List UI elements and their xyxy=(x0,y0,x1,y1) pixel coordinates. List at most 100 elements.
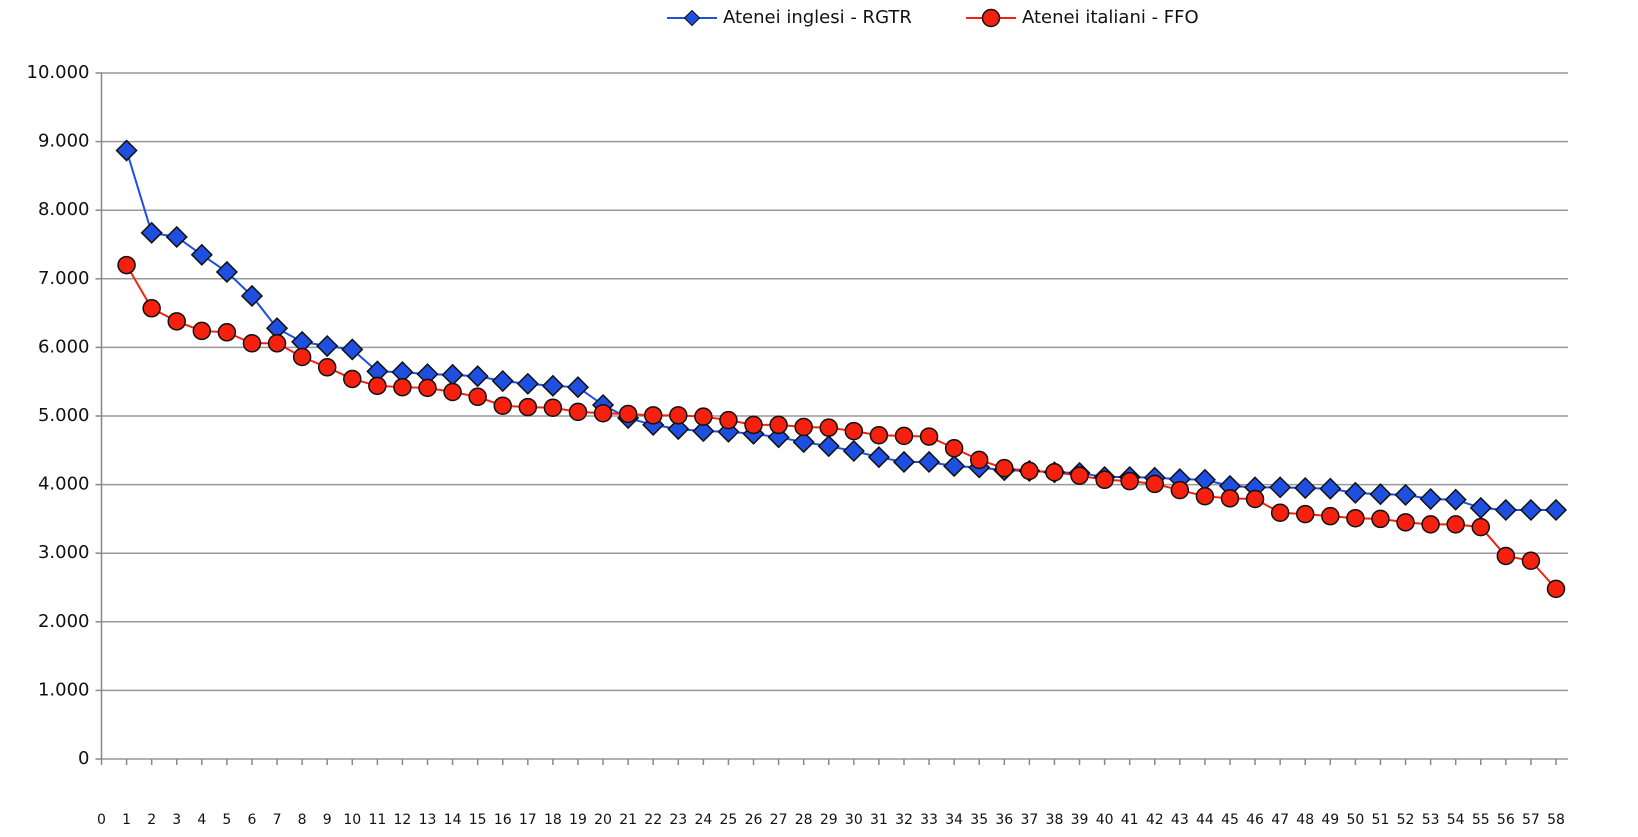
x-tick-label: 58 xyxy=(1547,812,1565,828)
x-tick-label: 19 xyxy=(569,812,587,828)
y-tick-label: 5.000 xyxy=(38,405,90,426)
data-point xyxy=(267,334,287,353)
data-point xyxy=(1546,579,1566,599)
data-point xyxy=(1195,487,1215,506)
data-point xyxy=(1446,515,1465,534)
data-point xyxy=(1421,515,1440,534)
x-tick-label: 0 xyxy=(97,812,106,828)
data-point xyxy=(217,323,237,342)
x-tick-label: 30 xyxy=(845,812,863,828)
x-tick-label: 56 xyxy=(1497,812,1515,828)
x-tick-label: 54 xyxy=(1447,812,1465,828)
x-tick-label: 49 xyxy=(1321,812,1339,828)
data-point xyxy=(969,450,989,470)
data-point xyxy=(1095,470,1114,490)
data-point xyxy=(1145,474,1165,494)
data-point xyxy=(1269,476,1292,499)
y-tick-label: 4.000 xyxy=(38,474,90,495)
data-point xyxy=(1394,483,1417,506)
data-point xyxy=(165,225,188,249)
data-point xyxy=(1020,461,1039,481)
y-tick-label: 10.000 xyxy=(27,62,90,83)
data-point xyxy=(643,406,663,425)
data-point xyxy=(692,420,715,443)
data-point xyxy=(1193,468,1216,491)
data-point xyxy=(817,435,840,458)
x-tick-label: 18 xyxy=(544,812,562,828)
data-point xyxy=(341,338,364,361)
data-point xyxy=(667,417,690,441)
x-tick-label: 16 xyxy=(494,812,512,828)
data-point xyxy=(744,415,763,435)
x-tick-label: 48 xyxy=(1296,812,1314,828)
data-point xyxy=(242,334,262,353)
data-point xyxy=(516,372,539,395)
x-tick-label: 6 xyxy=(248,812,257,828)
data-point xyxy=(518,397,538,417)
data-point xyxy=(1396,513,1415,532)
x-tick-label: 17 xyxy=(519,812,537,828)
x-tick-label: 5 xyxy=(222,812,231,828)
y-tick-label: 1.000 xyxy=(38,679,90,700)
x-tick-label: 41 xyxy=(1121,812,1139,828)
data-point xyxy=(117,255,136,275)
data-point xyxy=(944,438,964,458)
data-point xyxy=(115,139,138,162)
y-tick-label: 3.000 xyxy=(38,542,90,563)
data-point xyxy=(1344,481,1367,504)
x-tick-label: 8 xyxy=(298,812,307,828)
x-tick-label: 46 xyxy=(1246,812,1264,828)
x-tick-label: 42 xyxy=(1146,812,1164,828)
data-point xyxy=(1371,509,1390,529)
data-point xyxy=(869,425,889,445)
data-point xyxy=(1496,546,1516,566)
data-point xyxy=(368,376,387,396)
data-point xyxy=(1444,488,1467,511)
x-tick-label: 26 xyxy=(745,812,763,828)
x-tick-label: 57 xyxy=(1522,812,1540,828)
data-point xyxy=(343,369,362,389)
x-tick-label: 32 xyxy=(895,812,913,828)
data-point xyxy=(1419,487,1442,511)
data-point xyxy=(1070,466,1089,485)
x-tick-label: 52 xyxy=(1397,812,1415,828)
data-point xyxy=(844,421,864,441)
data-point xyxy=(1521,551,1541,570)
x-tick-label: 7 xyxy=(273,812,282,828)
data-point xyxy=(292,347,312,367)
x-tick-label: 51 xyxy=(1372,812,1390,828)
legend-marker xyxy=(981,8,1001,28)
data-point xyxy=(719,410,738,430)
data-point xyxy=(842,439,865,463)
data-point xyxy=(568,402,588,422)
x-tick-label: 28 xyxy=(795,812,813,828)
x-tick-label: 35 xyxy=(970,812,988,828)
data-point xyxy=(466,365,489,388)
data-point xyxy=(468,387,487,407)
data-point xyxy=(694,407,713,426)
data-point xyxy=(1270,503,1290,522)
y-tick-label: 7.000 xyxy=(38,268,90,289)
data-point xyxy=(1519,498,1542,522)
data-point xyxy=(190,243,213,266)
x-tick-label: 3 xyxy=(172,812,181,828)
x-tick-label: 31 xyxy=(870,812,888,828)
data-point xyxy=(493,396,512,415)
data-point xyxy=(192,321,212,341)
data-point xyxy=(669,406,688,425)
y-tick-label: 2.000 xyxy=(38,611,90,632)
data-point xyxy=(441,363,464,386)
data-point xyxy=(140,221,163,244)
x-tick-label: 20 xyxy=(594,812,612,828)
data-point xyxy=(894,426,914,446)
data-point xyxy=(1544,498,1568,522)
data-point xyxy=(867,446,890,469)
y-tick-label: 9.000 xyxy=(38,131,90,152)
data-point xyxy=(240,284,264,308)
x-tick-label: 53 xyxy=(1422,812,1440,828)
x-tick-label: 33 xyxy=(920,812,938,828)
x-tick-label: 29 xyxy=(820,812,838,828)
y-tick-label: 0 xyxy=(78,748,89,769)
data-point xyxy=(1294,476,1317,500)
x-tick-label: 40 xyxy=(1096,812,1114,828)
